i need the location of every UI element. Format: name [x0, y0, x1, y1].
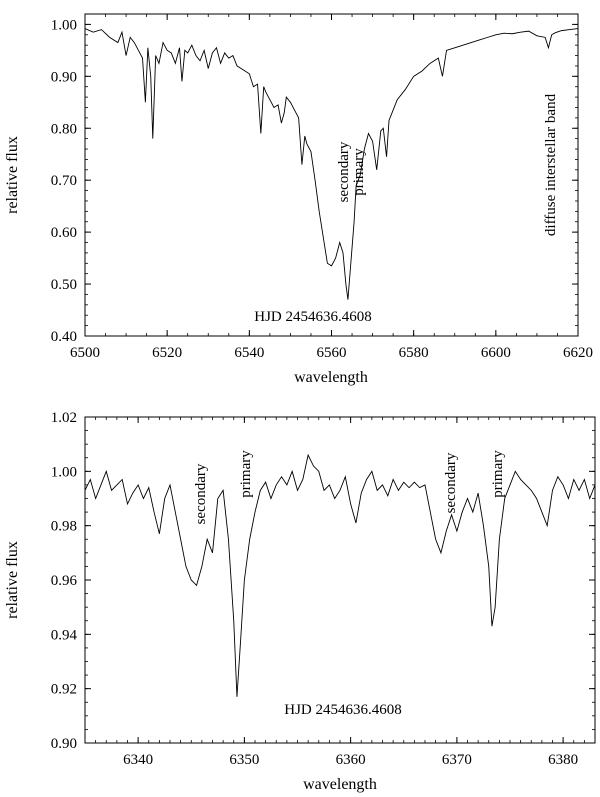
x-tick-label: 6350	[229, 752, 259, 768]
x-tick-label: 6500	[70, 345, 100, 361]
x-tick-label: 6380	[548, 752, 578, 768]
y-axis-label: relative flux	[4, 541, 21, 619]
x-tick-label: 6540	[234, 345, 264, 361]
x-tick-label: 6520	[152, 345, 182, 361]
secondary-annotation: secondary	[336, 141, 352, 202]
y-axis-label: relative flux	[4, 136, 21, 214]
y-tick-label: 1.02	[51, 410, 77, 426]
hjd-annotation: HJD 2454636.4608	[284, 702, 402, 718]
y-tick-label: 0.90	[51, 69, 77, 85]
x-tick-label: 6600	[481, 345, 511, 361]
secondary-annotation-2: secondary	[443, 452, 459, 513]
y-tick-labels: 0.90 0.92 0.94 0.96 0.98 1.00 1.02	[51, 410, 78, 752]
x-tick-label: 6360	[336, 752, 366, 768]
x-tick-labels: 6340 6350 6360 6370 6380	[123, 752, 578, 768]
y-tick-label: 1.00	[51, 464, 77, 480]
y-tick-label: 0.92	[51, 682, 77, 698]
primary-annotation-2: primary	[490, 450, 506, 498]
x-tick-label: 6580	[399, 345, 429, 361]
y-tick-label: 0.96	[51, 573, 78, 589]
plot-frame	[84, 416, 596, 744]
x-tick-label: 6560	[317, 345, 347, 361]
y-tick-labels: 0.40 0.50 0.60 0.70 0.80 0.90 1.00	[51, 17, 77, 345]
hjd-annotation: HJD 2454636.4608	[254, 309, 372, 325]
x-tick-label: 6370	[442, 752, 472, 768]
y-tick-label: 1.00	[51, 17, 77, 33]
y-tick-label: 0.50	[51, 277, 77, 293]
x-axis-label: wavelength	[294, 369, 368, 386]
primary-annotation-1: primary	[238, 450, 254, 498]
x-tick-label: 6620	[563, 345, 593, 361]
y-tick-label: 0.98	[51, 519, 77, 535]
top-spectrum-panel: 6500 6520 6540 6560 6580 6600 6620 0.40 0.50 0.6…	[4, 13, 593, 386]
secondary-annotation-1: secondary	[193, 463, 209, 524]
y-tick-label: 0.40	[51, 329, 77, 345]
axis-ticks	[84, 13, 579, 337]
dib-annotation: diffuse interstellar band	[543, 93, 559, 236]
x-axis-label: wavelength	[303, 776, 377, 793]
y-tick-label: 0.90	[51, 736, 77, 752]
y-tick-label: 0.60	[51, 225, 77, 241]
y-tick-label: 0.94	[51, 627, 78, 643]
x-tick-label: 6340	[123, 752, 153, 768]
y-tick-label: 0.80	[51, 121, 77, 137]
bottom-spectrum-panel: 6340 6350 6360 6370 6380 0.900.920.940.960.9…	[4, 410, 596, 793]
y-tick-label: 0.70	[51, 173, 77, 189]
x-tick-labels: 6500 6520 6540 6560 6580 6600 6620	[70, 345, 593, 361]
series-line	[84, 28, 579, 300]
series-line	[84, 453, 596, 697]
axis-ticks	[84, 416, 596, 744]
primary-annotation: primary	[351, 148, 367, 196]
